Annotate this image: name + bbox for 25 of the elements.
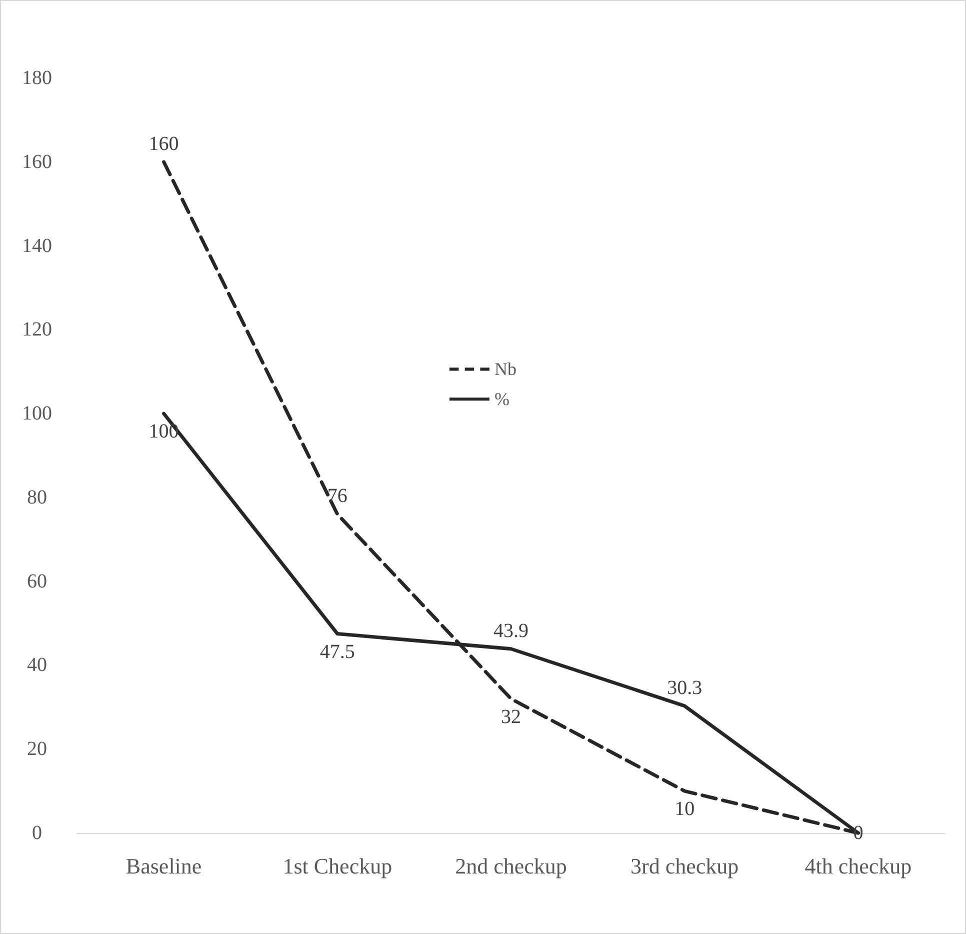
data-label: 100 — [148, 420, 179, 443]
y-tick-label: 160 — [22, 150, 52, 173]
y-tick-label: 60 — [27, 570, 47, 592]
y-tick-label: 100 — [22, 402, 52, 425]
legend-label: Nb — [494, 359, 516, 380]
y-tick-label: 180 — [22, 67, 52, 89]
y-tick-label: 0 — [32, 822, 42, 844]
y-tick-label: 80 — [27, 486, 47, 508]
x-tick-label: 2nd checkup — [455, 854, 567, 878]
y-tick-label: 140 — [22, 234, 52, 257]
data-label: 160 — [148, 132, 179, 155]
data-label: 47.5 — [320, 640, 355, 663]
data-label: 76 — [327, 485, 348, 508]
x-tick-label: 1st Checkup — [282, 854, 392, 878]
x-tick-label: 4th checkup — [804, 854, 912, 878]
data-label: 43.9 — [494, 620, 528, 642]
data-label: 10 — [674, 798, 695, 820]
legend-label: % — [494, 389, 510, 410]
data-label: 30.3 — [667, 676, 702, 699]
y-tick-label: 120 — [22, 318, 52, 341]
x-tick-label: Baseline — [126, 854, 202, 878]
y-tick-label: 20 — [27, 738, 47, 760]
x-tick-label: 3rd checkup — [630, 854, 739, 878]
data-label: 32 — [501, 706, 521, 728]
y-tick-label: 40 — [27, 654, 47, 676]
